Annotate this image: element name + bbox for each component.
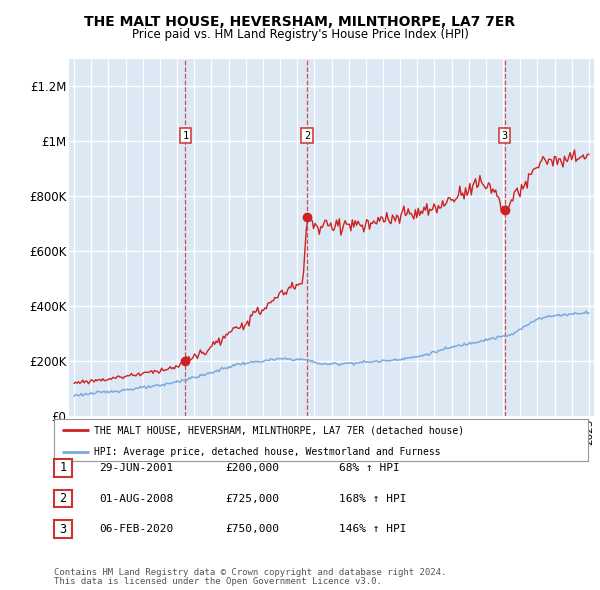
Text: 3: 3 — [502, 131, 508, 141]
Text: 01-AUG-2008: 01-AUG-2008 — [99, 494, 173, 503]
Text: Price paid vs. HM Land Registry's House Price Index (HPI): Price paid vs. HM Land Registry's House … — [131, 28, 469, 41]
Text: 06-FEB-2020: 06-FEB-2020 — [99, 525, 173, 534]
Text: Contains HM Land Registry data © Crown copyright and database right 2024.: Contains HM Land Registry data © Crown c… — [54, 568, 446, 577]
Text: 2: 2 — [304, 131, 310, 141]
Text: £725,000: £725,000 — [225, 494, 279, 503]
Text: 68% ↑ HPI: 68% ↑ HPI — [339, 463, 400, 473]
Text: 146% ↑ HPI: 146% ↑ HPI — [339, 525, 407, 534]
Text: 2: 2 — [59, 492, 67, 505]
Text: HPI: Average price, detached house, Westmorland and Furness: HPI: Average price, detached house, West… — [94, 447, 440, 457]
Text: This data is licensed under the Open Government Licence v3.0.: This data is licensed under the Open Gov… — [54, 578, 382, 586]
Text: £750,000: £750,000 — [225, 525, 279, 534]
Text: 29-JUN-2001: 29-JUN-2001 — [99, 463, 173, 473]
Text: 1: 1 — [59, 461, 67, 474]
Text: THE MALT HOUSE, HEVERSHAM, MILNTHORPE, LA7 7ER (detached house): THE MALT HOUSE, HEVERSHAM, MILNTHORPE, L… — [94, 425, 464, 435]
Text: THE MALT HOUSE, HEVERSHAM, MILNTHORPE, LA7 7ER: THE MALT HOUSE, HEVERSHAM, MILNTHORPE, L… — [85, 15, 515, 30]
Text: 168% ↑ HPI: 168% ↑ HPI — [339, 494, 407, 503]
Text: 1: 1 — [182, 131, 188, 141]
Text: £200,000: £200,000 — [225, 463, 279, 473]
Text: 3: 3 — [59, 523, 67, 536]
